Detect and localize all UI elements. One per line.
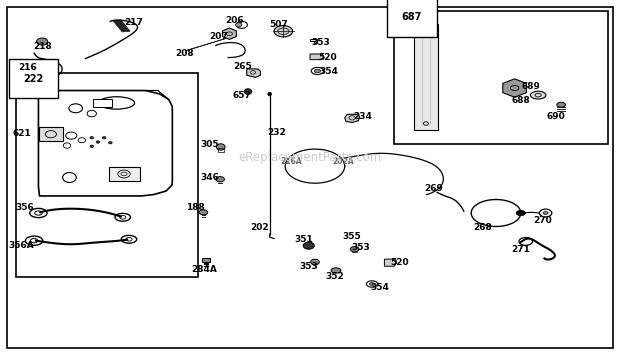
Text: 269: 269 (425, 184, 443, 193)
Text: 689: 689 (521, 82, 540, 91)
Ellipse shape (557, 102, 565, 107)
Ellipse shape (311, 259, 319, 265)
Ellipse shape (236, 23, 242, 27)
Ellipse shape (414, 22, 438, 27)
Text: 284A: 284A (192, 265, 218, 274)
Text: 690: 690 (547, 112, 565, 121)
Ellipse shape (37, 38, 48, 45)
Bar (93, 99, 112, 106)
Ellipse shape (102, 136, 106, 139)
Polygon shape (310, 54, 324, 60)
Ellipse shape (303, 242, 314, 249)
Text: 355: 355 (343, 231, 361, 241)
Text: 356A: 356A (9, 241, 35, 250)
Ellipse shape (314, 69, 321, 73)
Ellipse shape (90, 136, 94, 139)
Text: 217: 217 (124, 17, 143, 27)
Ellipse shape (96, 141, 100, 143)
Ellipse shape (108, 141, 112, 144)
Ellipse shape (370, 283, 374, 285)
Ellipse shape (350, 246, 359, 252)
Text: 356: 356 (16, 203, 34, 212)
Text: 354: 354 (319, 66, 338, 76)
Ellipse shape (244, 89, 252, 94)
Text: 202: 202 (250, 223, 268, 233)
Bar (218, 148, 224, 152)
Text: 265: 265 (234, 61, 252, 71)
Text: 352: 352 (326, 272, 344, 281)
Ellipse shape (216, 177, 224, 182)
Text: 353: 353 (312, 38, 330, 47)
Bar (414, 24, 438, 130)
Ellipse shape (516, 210, 525, 215)
Bar (39, 127, 63, 141)
Text: 354: 354 (370, 283, 389, 292)
Polygon shape (223, 28, 236, 39)
Ellipse shape (268, 92, 272, 96)
Text: 234: 234 (353, 112, 372, 121)
Text: 687: 687 (402, 12, 422, 22)
Bar (202, 258, 210, 262)
Bar (394, 11, 608, 144)
Polygon shape (345, 114, 360, 122)
Ellipse shape (543, 212, 548, 214)
Text: 218: 218 (33, 42, 51, 51)
Text: 353: 353 (299, 262, 318, 272)
Text: 206: 206 (225, 16, 244, 25)
Bar (16, 73, 198, 277)
Text: 688: 688 (512, 95, 530, 105)
Text: 208: 208 (175, 49, 194, 59)
Polygon shape (247, 69, 260, 77)
Text: 268: 268 (473, 223, 492, 232)
Text: 305: 305 (200, 140, 219, 149)
Ellipse shape (331, 268, 341, 273)
Text: 520: 520 (391, 258, 409, 267)
Text: 188: 188 (186, 203, 205, 212)
Text: 351: 351 (294, 235, 313, 244)
Text: 216: 216 (19, 63, 37, 72)
Ellipse shape (90, 145, 94, 148)
Text: 232: 232 (267, 127, 286, 137)
Ellipse shape (199, 210, 208, 215)
Text: 520: 520 (318, 53, 337, 62)
Text: 353: 353 (352, 243, 370, 252)
Polygon shape (113, 20, 130, 32)
Text: 202A: 202A (332, 157, 353, 166)
Polygon shape (384, 259, 397, 266)
Polygon shape (310, 39, 317, 43)
Polygon shape (503, 79, 526, 97)
Text: 271: 271 (512, 245, 530, 254)
Text: 507: 507 (270, 20, 288, 29)
Bar (108, 167, 140, 181)
Ellipse shape (274, 26, 293, 37)
Text: 222: 222 (24, 74, 44, 84)
Ellipse shape (216, 144, 225, 150)
Text: 657: 657 (232, 91, 251, 100)
Text: 346: 346 (200, 173, 219, 182)
Ellipse shape (530, 91, 546, 99)
Text: 621: 621 (12, 129, 31, 138)
Text: eReplacementParts.com: eReplacementParts.com (238, 152, 382, 164)
Text: 216A: 216A (281, 157, 302, 166)
Text: 207: 207 (209, 32, 228, 41)
Polygon shape (186, 38, 226, 50)
Text: 270: 270 (533, 216, 552, 225)
